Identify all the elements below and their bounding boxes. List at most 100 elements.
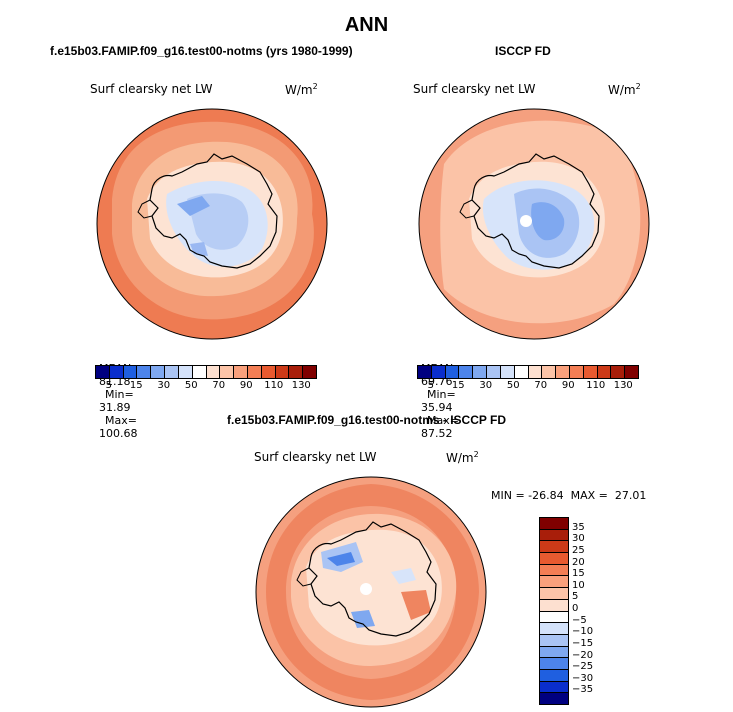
colorbar-swatch: [191, 366, 206, 378]
colorbar-tick-label: 15: [572, 568, 585, 580]
colorbar-swatch: [540, 598, 568, 611]
colorbar-swatch: [540, 645, 568, 658]
colorbar-swatch: [540, 668, 568, 681]
colorbar-swatch: [513, 366, 528, 378]
colorbar-tick-label: 20: [572, 556, 585, 568]
panel3-pole-hole: [360, 583, 372, 595]
panel3-coastline: [308, 521, 437, 637]
colorbar-swatch: [540, 528, 568, 541]
colorbar-tick-label: 10: [572, 579, 585, 591]
panel2-min-label: Min=: [427, 388, 456, 401]
panel2-units-text: W/m: [608, 83, 636, 97]
colorbar-swatch: [136, 366, 151, 378]
colorbar-tick-label: 70: [534, 380, 548, 391]
colorbar-swatch: [458, 366, 473, 378]
panel2-max-label: Max=: [427, 414, 459, 427]
colorbar-tick-label: −25: [572, 661, 594, 673]
colorbar-swatch: [610, 366, 625, 378]
colorbar-swatch: [568, 366, 583, 378]
colorbar-swatch: [596, 366, 611, 378]
panel2-map: [418, 108, 650, 340]
panel3-colorbar: [539, 517, 569, 705]
colorbar-tick-label: 5: [572, 591, 579, 603]
panel1-max-label: Max=: [105, 414, 137, 427]
panel3-map: [255, 476, 487, 708]
panel3-variable: Surf clearsky net LW: [254, 450, 377, 464]
colorbar-swatch: [540, 518, 568, 529]
panel1-blue-patch: [177, 196, 210, 216]
panel3-red-patch: [401, 590, 431, 620]
colorbar-swatch: [486, 366, 500, 378]
panel3-header: f.e15b03.FAMIP.f09_g16.test00-notms - IS…: [227, 413, 506, 427]
colorbar-tick-label: 5: [427, 380, 434, 391]
panel1-map-border: [96, 108, 328, 340]
colorbar-tick-label: 130: [291, 380, 311, 391]
panel2-peninsula: [459, 199, 475, 219]
colorbar-swatch: [219, 366, 234, 378]
colorbar-tick-label: 130: [613, 380, 633, 391]
colorbar-tick-label: 15: [129, 380, 143, 391]
panel1-map: [96, 108, 328, 340]
colorbar-tick-label: 30: [479, 380, 493, 391]
colorbar-swatch: [233, 366, 247, 378]
panel2-inland-3: [531, 202, 565, 241]
colorbar-swatch: [541, 366, 556, 378]
colorbar-swatch: [430, 366, 445, 378]
panel3-units-text: W/m: [446, 451, 474, 465]
colorbar-swatch: [540, 622, 568, 634]
page-title: ANN: [344, 14, 389, 36]
colorbar-swatch: [540, 563, 568, 576]
colorbar-tick-label: 35: [572, 521, 585, 533]
panel3-colorbar-labels: 35 30 25 20 15 10 5 0 −5 −10 −15 −20 −25 −30 −35: [572, 517, 612, 705]
colorbar-tick-label: −30: [572, 672, 594, 684]
panel1-peninsula: [137, 199, 153, 219]
panel1-colorbar-labels: 5 15 30 50 70 90 110 130: [95, 380, 317, 394]
panel2-colorbar: [417, 365, 639, 379]
panel2-variable: Surf clearsky net LW: [413, 82, 536, 96]
colorbar-swatch: [624, 366, 638, 378]
panel2-header: ISCCP FD: [495, 44, 551, 58]
panel1-units: W/m2: [285, 82, 318, 97]
colorbar-swatch: [164, 366, 178, 378]
colorbar-swatch: [540, 657, 568, 669]
colorbar-tick-label: −35: [572, 684, 594, 696]
colorbar-tick-label: 5: [105, 380, 112, 391]
panel1-colorbar: [95, 365, 317, 379]
colorbar-tick-label: 50: [184, 380, 198, 391]
panel2-coastline: [471, 153, 600, 269]
panel3-ice-shelf: [306, 529, 442, 646]
colorbar-tick-label: 30: [572, 533, 585, 545]
panel2-max-value: 87.52: [421, 427, 453, 440]
panel3-blue-patch-2: [327, 552, 355, 566]
colorbar-swatch: [122, 366, 137, 378]
colorbar-swatch: [540, 575, 568, 588]
colorbar-tick-label: −10: [572, 626, 594, 638]
panel1-max-value: 100.68: [99, 427, 138, 440]
colorbar-swatch: [274, 366, 289, 378]
colorbar-swatch: [540, 587, 568, 599]
panel1-min-value: 31.89: [99, 401, 131, 414]
colorbar-swatch: [540, 633, 568, 646]
colorbar-tick-label: 70: [212, 380, 226, 391]
colorbar-swatch: [540, 540, 568, 553]
panel3-blue-patch-3: [351, 610, 375, 628]
panel1-coastline: [149, 153, 278, 269]
colorbar-swatch: [246, 366, 261, 378]
colorbar-swatch: [540, 692, 568, 704]
panel3-stats: MIN = -26.84 MAX = 27.01: [491, 489, 647, 502]
colorbar-swatch: [472, 366, 487, 378]
colorbar-swatch: [540, 552, 568, 564]
colorbar-swatch: [302, 366, 316, 378]
colorbar-swatch: [177, 366, 192, 378]
panel2-units-exp: 2: [635, 82, 641, 91]
colorbar-tick-label: −15: [572, 637, 594, 649]
colorbar-swatch: [527, 366, 542, 378]
panel3-units: W/m2: [446, 450, 479, 465]
panel2-pole-hole: [520, 215, 532, 227]
panel2-colorbar-labels: 5 15 30 50 70 90 110 130: [417, 380, 639, 394]
colorbar-swatch: [150, 366, 165, 378]
colorbar-swatch: [540, 610, 568, 623]
panel2-map-border: [418, 108, 650, 340]
colorbar-tick-label: 110: [264, 380, 284, 391]
colorbar-swatch: [418, 366, 431, 378]
